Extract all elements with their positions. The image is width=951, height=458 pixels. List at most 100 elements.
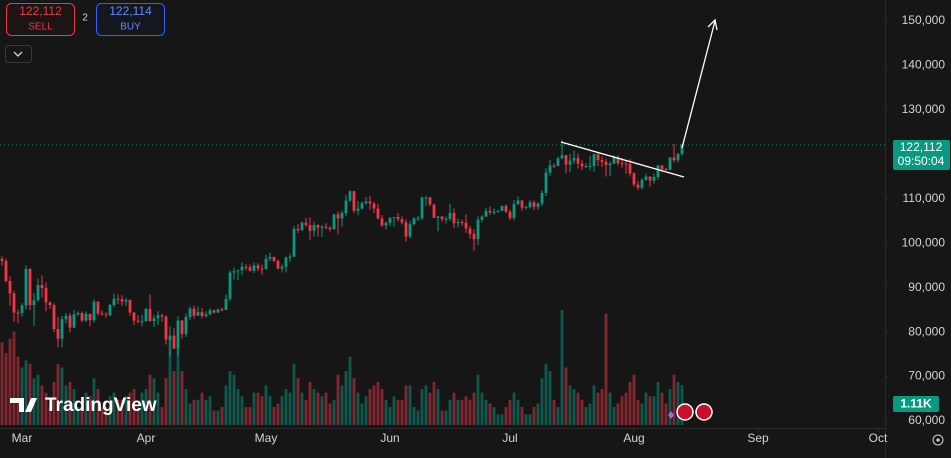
volume-bar bbox=[364, 396, 368, 425]
candle-body bbox=[424, 197, 428, 199]
volume-bar bbox=[144, 389, 148, 425]
event-icon[interactable] bbox=[676, 403, 694, 421]
volume-bar bbox=[624, 392, 628, 425]
candle-body bbox=[536, 203, 540, 207]
volume-bar bbox=[304, 399, 308, 425]
candle-body bbox=[124, 300, 128, 302]
candle-body bbox=[76, 313, 80, 315]
volume-bar bbox=[476, 374, 480, 425]
volume-bar bbox=[388, 407, 392, 425]
candle-body bbox=[680, 144, 684, 154]
candle-body bbox=[640, 180, 644, 188]
trend-line[interactable] bbox=[560, 141, 685, 178]
y-tick-label: 60,000 bbox=[908, 413, 945, 427]
volume-bar bbox=[324, 392, 328, 425]
candle-body bbox=[160, 315, 164, 317]
collapse-button[interactable] bbox=[5, 45, 32, 63]
volume-bar bbox=[524, 414, 528, 425]
volume-bar bbox=[28, 363, 32, 425]
candle-body bbox=[236, 270, 240, 272]
chevron-icon bbox=[13, 51, 23, 57]
settings-icon[interactable] bbox=[932, 434, 944, 446]
volume-bar bbox=[16, 356, 20, 425]
candle-body bbox=[652, 177, 656, 181]
candle-body bbox=[524, 206, 528, 208]
volume-bar bbox=[108, 396, 112, 425]
candle-body bbox=[320, 226, 324, 228]
candle-body bbox=[112, 298, 116, 305]
volume-bar bbox=[192, 399, 196, 425]
candle-body bbox=[72, 314, 76, 328]
candle-body bbox=[80, 313, 84, 321]
candle-body bbox=[388, 217, 392, 223]
volume-bar bbox=[556, 407, 560, 425]
candle-body bbox=[528, 202, 532, 207]
candle-body bbox=[608, 163, 612, 165]
candle-body bbox=[268, 257, 272, 259]
candle-body bbox=[12, 293, 16, 313]
volume-bar bbox=[208, 396, 212, 425]
volume-bar bbox=[332, 399, 336, 425]
event-icon[interactable] bbox=[695, 403, 713, 421]
volume-bar bbox=[644, 392, 648, 425]
volume-bar bbox=[112, 392, 116, 425]
candle-body bbox=[240, 266, 244, 271]
volume-bar bbox=[552, 399, 556, 425]
candle-body bbox=[96, 301, 100, 314]
candle-body bbox=[636, 184, 640, 188]
volume-bar bbox=[604, 313, 608, 425]
sell-button[interactable] bbox=[6, 3, 75, 36]
volume-bar bbox=[376, 381, 380, 425]
candle-body bbox=[504, 205, 508, 212]
volume-bar bbox=[424, 385, 428, 425]
y-tick-label: 80,000 bbox=[908, 324, 945, 338]
volume-bar bbox=[196, 399, 200, 425]
candle-body bbox=[316, 225, 320, 228]
volume-bar bbox=[648, 396, 652, 425]
volume-bar bbox=[172, 371, 176, 425]
candle-body bbox=[484, 210, 488, 217]
volume-bar bbox=[532, 407, 536, 425]
volume-bar bbox=[44, 392, 48, 425]
volume-bar bbox=[240, 396, 244, 425]
volume-bar bbox=[128, 392, 132, 425]
projection-arrow[interactable] bbox=[681, 20, 716, 149]
volume-bar bbox=[300, 392, 304, 425]
candle-body bbox=[136, 320, 140, 322]
candle-body bbox=[132, 312, 136, 321]
volume-bar bbox=[664, 403, 668, 425]
candle-body bbox=[324, 226, 328, 228]
buy-price: 122,114 bbox=[109, 4, 152, 18]
volume-bar bbox=[400, 399, 404, 425]
candle-body bbox=[368, 201, 372, 204]
volume-bar bbox=[264, 385, 268, 425]
candle-body bbox=[244, 266, 248, 268]
volume-bar bbox=[84, 392, 88, 425]
candle-body bbox=[176, 320, 180, 349]
candle-body bbox=[20, 305, 24, 313]
volume-bar bbox=[676, 381, 680, 425]
candle-body bbox=[456, 221, 460, 224]
candle-body bbox=[560, 155, 564, 159]
volume-bar bbox=[52, 381, 56, 425]
volume-bar bbox=[76, 407, 80, 425]
candle-body bbox=[92, 301, 96, 321]
sell-label: SELL bbox=[28, 22, 53, 33]
candle-body bbox=[120, 299, 124, 302]
volume-bar bbox=[312, 389, 316, 425]
y-tick-label: 140,000 bbox=[902, 58, 946, 72]
candle-body bbox=[156, 315, 160, 319]
volume-bar bbox=[500, 414, 504, 425]
candle-body bbox=[100, 313, 104, 315]
volume-bar bbox=[88, 396, 92, 425]
candle-body bbox=[48, 302, 52, 305]
volume-bar bbox=[456, 399, 460, 425]
buy-button[interactable] bbox=[96, 3, 165, 36]
volume-bar bbox=[632, 374, 636, 425]
candle-body bbox=[532, 202, 536, 207]
candle-body bbox=[196, 312, 200, 316]
volume-bar bbox=[584, 407, 588, 425]
watermark-logo bbox=[10, 398, 37, 412]
volume-bar bbox=[352, 378, 356, 425]
y-tick-label: 100,000 bbox=[902, 235, 946, 249]
